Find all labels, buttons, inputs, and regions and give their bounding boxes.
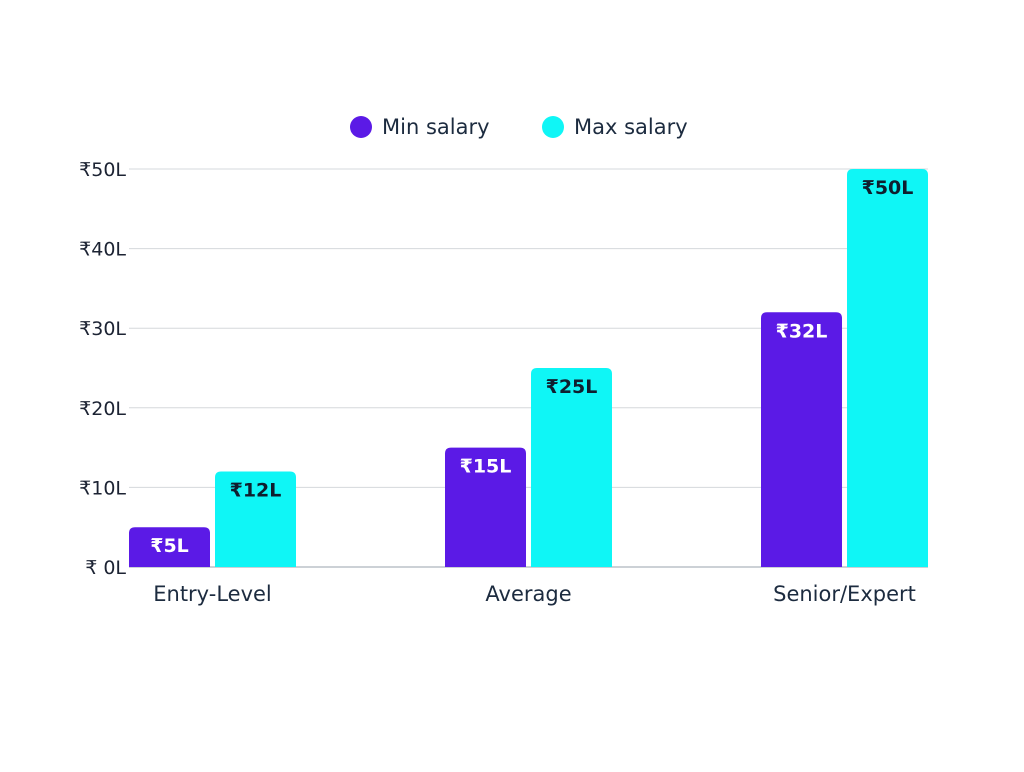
bar-max-salary bbox=[215, 471, 296, 567]
bar-data-label: ₹12L bbox=[230, 479, 282, 501]
bar-data-label: ₹5L bbox=[150, 535, 189, 557]
legend-label: Min salary bbox=[382, 115, 490, 139]
bars-layer bbox=[129, 169, 928, 567]
x-category-label: Average bbox=[485, 582, 571, 606]
bar-data-label: ₹32L bbox=[776, 320, 828, 342]
y-tick-label: ₹30L bbox=[79, 318, 126, 340]
y-tick-label: ₹ 0L bbox=[85, 557, 126, 579]
bar-min-salary bbox=[129, 527, 210, 567]
y-tick-label: ₹50L bbox=[79, 159, 126, 181]
bar-max-salary bbox=[531, 368, 612, 567]
y-tick-label: ₹40L bbox=[79, 239, 126, 261]
bar-min-salary bbox=[445, 447, 526, 567]
bar-data-label: ₹50L bbox=[862, 177, 914, 199]
bar-data-label: ₹25L bbox=[546, 376, 598, 398]
legend: Min salary Max salary bbox=[350, 115, 688, 139]
bar-min-salary bbox=[761, 312, 842, 567]
legend-marker bbox=[350, 116, 372, 138]
bar-data-label: ₹15L bbox=[460, 456, 512, 478]
legend-label: Max salary bbox=[574, 115, 688, 139]
y-tick-label: ₹20L bbox=[79, 398, 126, 420]
legend-marker bbox=[542, 116, 564, 138]
x-category-label: Entry-Level bbox=[153, 582, 272, 606]
y-tick-label: ₹10L bbox=[79, 477, 126, 499]
x-category-label: Senior/Expert bbox=[773, 582, 916, 606]
bar-max-salary bbox=[847, 169, 928, 567]
labels-layer: ₹ 0L ₹10L ₹20L ₹30L ₹40L ₹50L ₹5L ₹12L Entry-Lev… bbox=[79, 159, 916, 606]
